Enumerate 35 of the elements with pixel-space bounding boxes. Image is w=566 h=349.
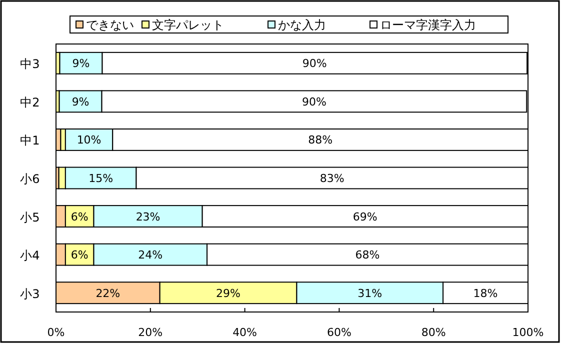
legend-label: かな入力 [278, 18, 326, 32]
legend-label: できない [86, 18, 134, 32]
data-label: 10% [76, 134, 102, 147]
data-label: 18% [473, 286, 498, 300]
data-label: 15% [88, 172, 114, 185]
x-tick-label: 80% [421, 326, 446, 339]
data-label: 29% [216, 286, 241, 300]
data-label: 69% [352, 210, 378, 224]
y-tick-label: 中2 [20, 95, 40, 110]
y-tick-label: 小4 [20, 248, 40, 263]
legend-label: 文字パレット [152, 18, 224, 32]
x-tick-label: 100% [512, 326, 544, 339]
y-tick-label: 小6 [20, 172, 40, 186]
data-label: 90% [302, 95, 326, 108]
legend-label: ローマ字漢字入力 [380, 18, 476, 32]
data-label: 31% [358, 286, 382, 300]
data-label: 9% [72, 57, 90, 70]
data-label: 9% [72, 95, 90, 108]
data-label: 83% [320, 172, 344, 185]
x-tick-label: 20% [138, 326, 163, 339]
data-label: 68% [355, 248, 380, 262]
data-label: 24% [138, 248, 163, 262]
x-tick-label: 0% [47, 326, 65, 339]
y-tick-label: 小3 [20, 286, 40, 301]
y-tick-label: 中3 [20, 57, 40, 72]
x-tick-label: 40% [232, 326, 258, 339]
data-label: 23% [136, 210, 160, 224]
data-label: 22% [96, 286, 120, 300]
x-tick-label: 60% [326, 326, 352, 339]
y-tick-label: 中1 [20, 134, 40, 148]
data-label: 6% [70, 210, 88, 224]
data-label: 90% [302, 57, 327, 70]
data-label: 88% [308, 134, 333, 147]
y-tick-label: 小5 [20, 210, 40, 224]
data-label: 6% [70, 248, 88, 262]
